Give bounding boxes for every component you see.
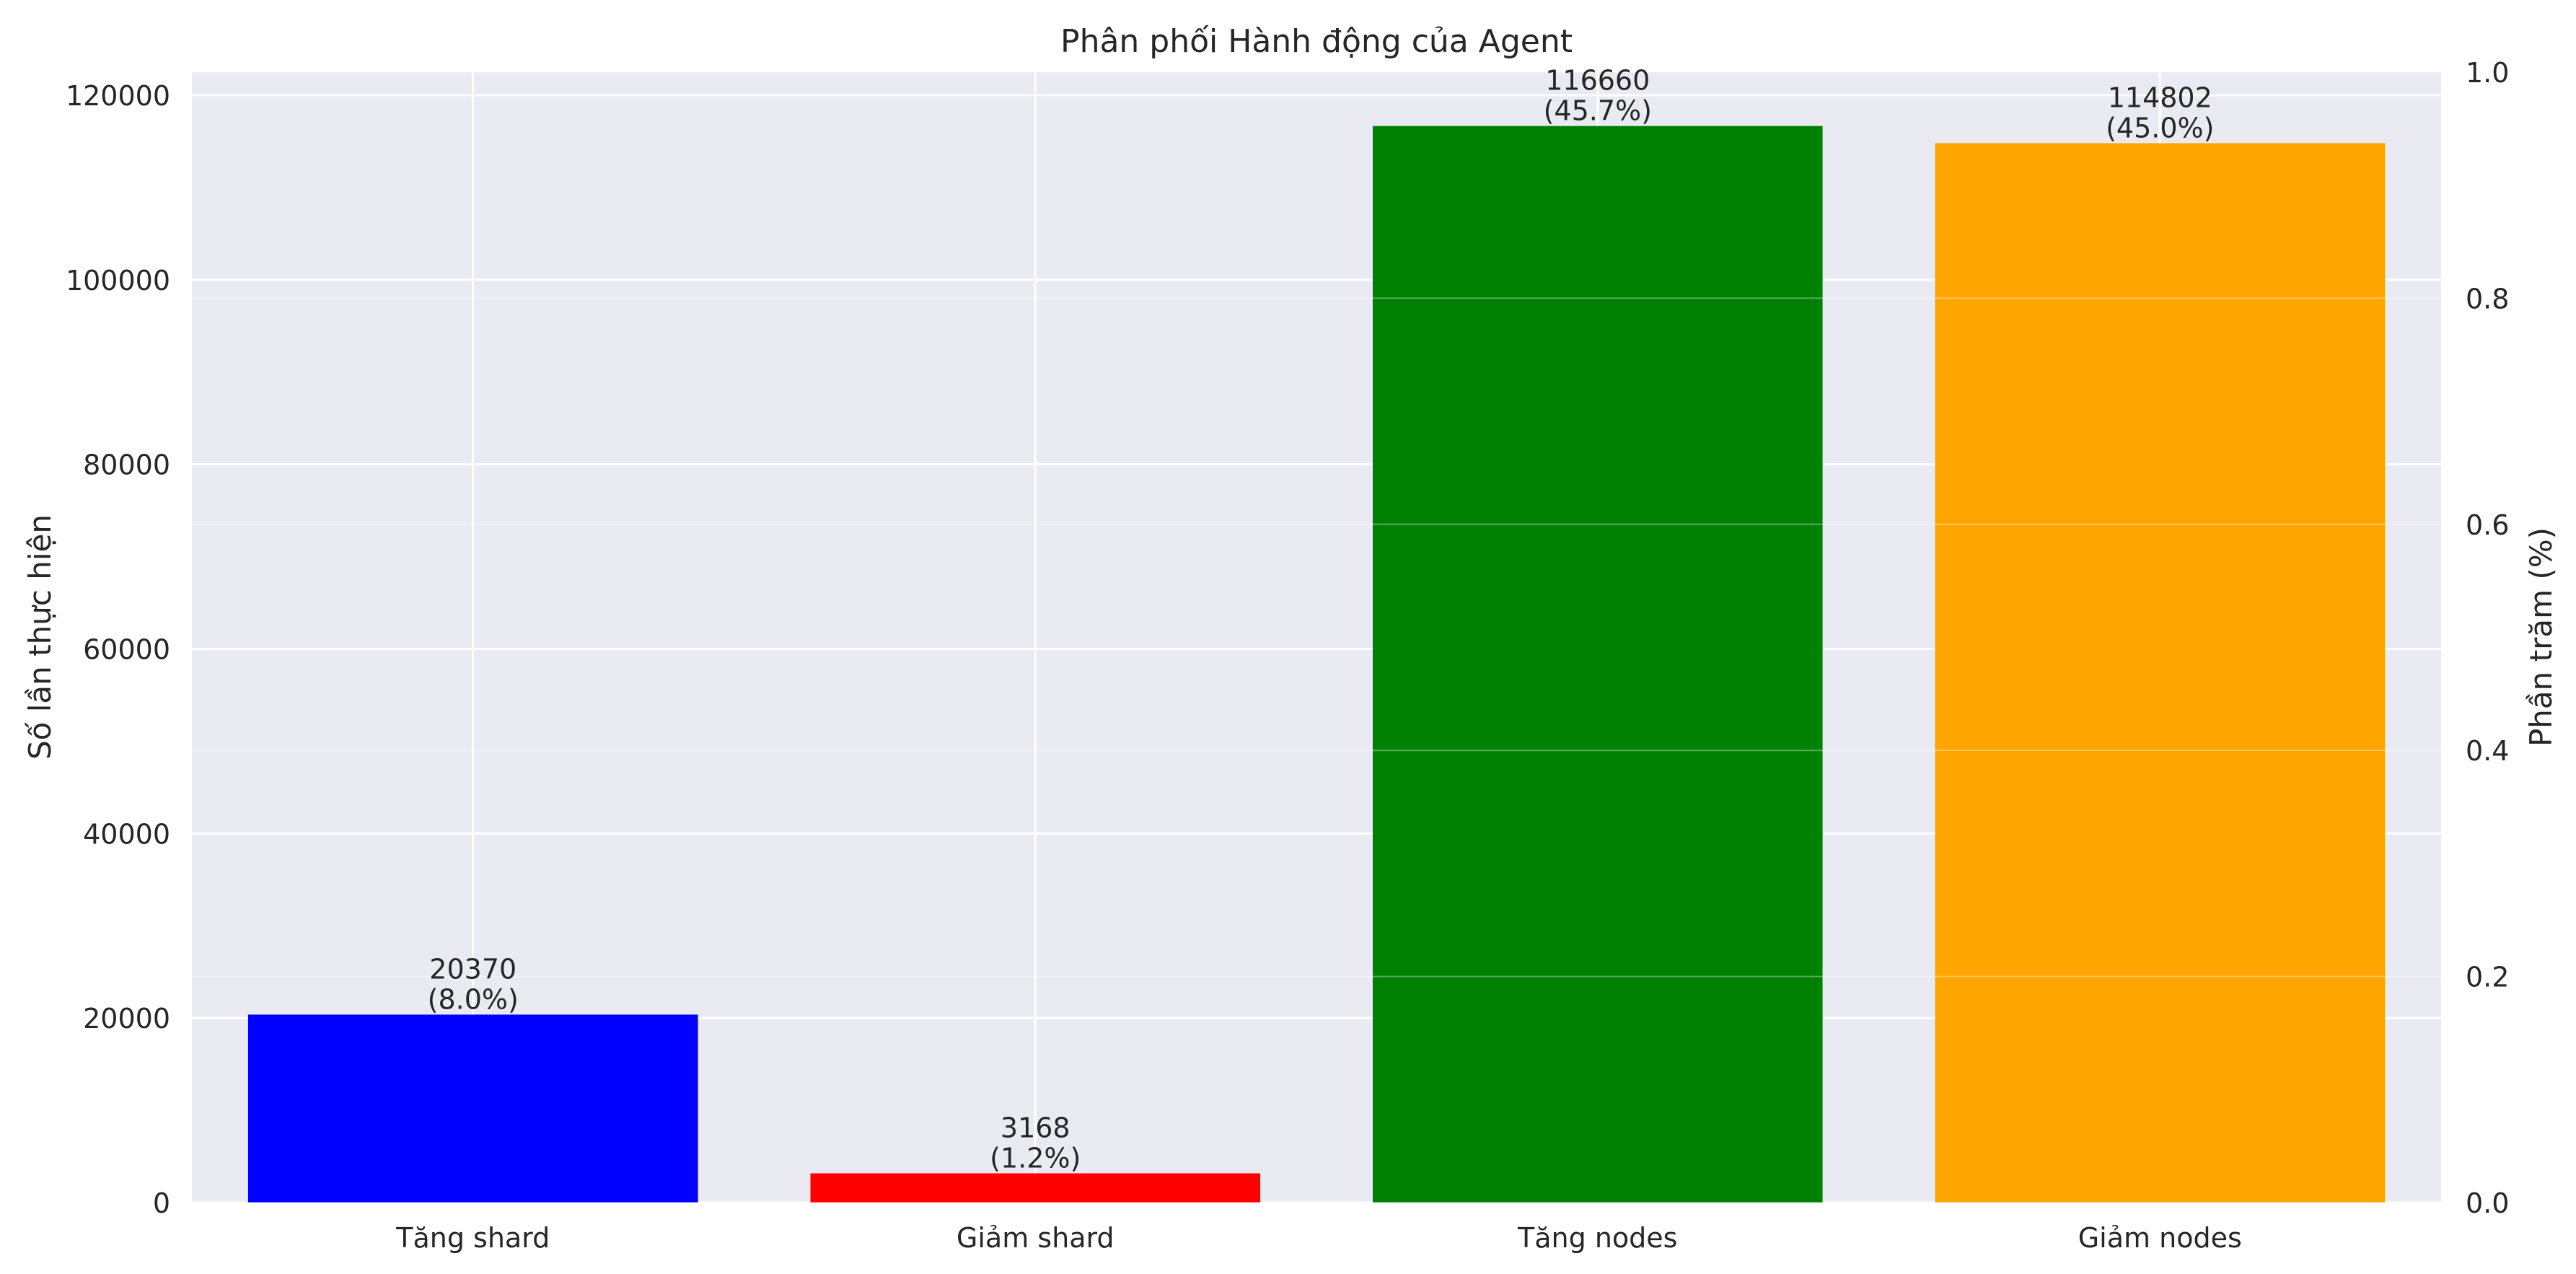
bar-value-label: 20370 bbox=[429, 953, 516, 985]
right-y-tick-label: 0.6 bbox=[2466, 509, 2509, 541]
bar bbox=[810, 1173, 1261, 1203]
bar-percent-label: (1.2%) bbox=[990, 1142, 1081, 1174]
y-tick-label: 20000 bbox=[83, 1003, 170, 1034]
right-y-tick-label: 1.0 bbox=[2466, 57, 2509, 89]
right-y-tick-label: 0.8 bbox=[2466, 283, 2509, 315]
y-tick-label: 40000 bbox=[83, 818, 170, 850]
x-tick-label: Tăng nodes bbox=[1517, 1222, 1677, 1254]
y-axis-ticks: 0 20000 40000 60000 80000 100000 120000 bbox=[66, 80, 170, 1219]
bar bbox=[1372, 126, 1823, 1203]
y-tick-label: 100000 bbox=[66, 265, 170, 296]
right-axis-grid-lines bbox=[192, 71, 2441, 1203]
bar-percent-label: (8.0%) bbox=[428, 983, 519, 1015]
x-axis-ticks: Tăng shard Giảm shard Tăng nodes Giảm nodes bbox=[395, 1222, 2242, 1254]
bar bbox=[247, 1014, 698, 1203]
bar-value-label: 114802 bbox=[2108, 82, 2212, 113]
x-tick-label: Giảm nodes bbox=[2078, 1222, 2242, 1254]
bar bbox=[1935, 143, 2386, 1203]
bars bbox=[247, 126, 2386, 1203]
right-y-tick-label: 0.0 bbox=[2466, 1187, 2509, 1219]
y-tick-label: 60000 bbox=[83, 633, 170, 665]
right-y-axis-ticks: 0.0 0.2 0.4 0.6 0.8 1.0 bbox=[2466, 57, 2509, 1219]
bar-percent-label: (45.0%) bbox=[2106, 112, 2214, 144]
y-axis-label: Số lần thực hiện bbox=[22, 514, 58, 760]
bar-percent-label: (45.7%) bbox=[1544, 95, 1652, 127]
data-labels: 20370(8.0%) 3168(1.2%) 116660(45.7%) 114802… bbox=[428, 65, 2215, 1174]
right-y-axis-label: Phần trăm (%) bbox=[2523, 527, 2559, 747]
y-tick-label: 0 bbox=[153, 1187, 170, 1219]
right-y-tick-label: 0.2 bbox=[2466, 962, 2509, 993]
x-tick-label: Giảm shard bbox=[957, 1222, 1115, 1254]
y-tick-label: 120000 bbox=[66, 80, 170, 112]
x-tick-label: Tăng shard bbox=[395, 1222, 550, 1254]
bar-value-label: 116660 bbox=[1545, 65, 1650, 97]
y-tick-label: 80000 bbox=[83, 449, 170, 481]
chart-title: Phân phối Hành động của Agent bbox=[1060, 23, 1573, 60]
bar-value-label: 3168 bbox=[1001, 1112, 1071, 1143]
right-y-tick-label: 0.4 bbox=[2466, 735, 2509, 767]
